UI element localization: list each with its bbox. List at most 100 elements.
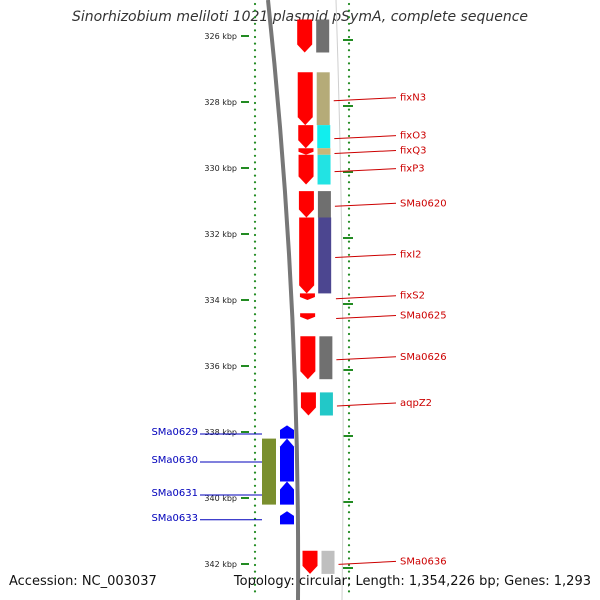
- forward-gene-arrow: [302, 550, 318, 574]
- scale-dot: [253, 240, 257, 243]
- backbone-edge: [335, 0, 344, 600]
- scale-dot: [347, 405, 351, 408]
- scale-dot: [253, 326, 257, 329]
- gene-category-bar: [316, 72, 330, 126]
- scale-dot: [253, 42, 257, 45]
- accession-label: Accession: NC_003037: [9, 574, 157, 589]
- scale-dot: [253, 82, 257, 85]
- gene-category-bar: [319, 392, 333, 416]
- scale-dot: [347, 260, 351, 263]
- scale-dot: [253, 266, 257, 270]
- scale-dot: [253, 471, 257, 474]
- scale-dot: [347, 227, 351, 230]
- scale-dot: [347, 174, 351, 177]
- scale-dot: [253, 511, 257, 514]
- scale-tick-label: 338 kbp: [204, 428, 237, 437]
- scale-dot: [347, 167, 351, 171]
- scale-dot: [253, 75, 257, 78]
- scale-dot: [253, 530, 257, 534]
- scale-dot: [347, 438, 351, 441]
- scale-dot: [347, 372, 351, 375]
- scale-dot: [347, 293, 351, 296]
- scale-dot: [253, 497, 257, 501]
- gene-labels: fixN3 fixO3 fixQ3 fixP3 SMa0620 fixI2 fixS2 SMa…: [151, 93, 446, 568]
- scale-dot: [347, 359, 351, 362]
- scale-dot: [347, 352, 351, 355]
- scale-tick-label: 340 kbp: [204, 494, 237, 503]
- scale-dot: [253, 451, 257, 454]
- reverse-gene-label: SMa0630: [151, 455, 198, 466]
- scale-dot: [253, 365, 257, 369]
- gene-label-leader: [334, 202, 397, 207]
- scale-dot: [347, 95, 351, 98]
- scale-dot: [347, 128, 351, 131]
- scale-dot: [347, 431, 351, 435]
- scale-dot: [347, 253, 351, 256]
- scale-dot: [347, 161, 351, 164]
- scale-dot: [253, 359, 257, 362]
- scale-dot: [253, 187, 257, 190]
- scale-dot: [253, 425, 257, 428]
- scale-dot: [253, 214, 257, 217]
- scale-dot: [347, 148, 351, 151]
- scale-dot: [347, 214, 351, 217]
- forward-gene-label: fixS2: [400, 291, 425, 302]
- scale-ruler: 326 kbp 328 kbp 330 kbp 332 kbp 334 kbp 336 k…: [204, 2, 353, 593]
- scale-dot: [253, 313, 257, 316]
- scale-dot: [253, 49, 257, 52]
- scale-dot: [253, 563, 257, 567]
- reverse-gene-arrow: [280, 511, 294, 525]
- scale-dot: [347, 68, 351, 72]
- scale-dot: [347, 451, 351, 454]
- reverse-gene-label: SMa0629: [151, 427, 198, 438]
- scale-dot: [347, 187, 351, 190]
- scale-dot: [253, 372, 257, 375]
- scale-dot: [347, 517, 351, 520]
- scale-dot: [253, 332, 257, 336]
- scale-dot: [253, 339, 257, 342]
- scale-dot: [253, 398, 257, 402]
- scale-dot: [253, 134, 257, 138]
- scale-dot: [253, 253, 257, 256]
- scale-dot: [347, 154, 351, 157]
- scale-dot: [253, 306, 257, 309]
- scale-dot: [347, 75, 351, 78]
- scale-dot: [253, 9, 257, 12]
- forward-gene-arrow: [298, 154, 314, 185]
- scale-dot: [347, 194, 351, 197]
- scale-dot: [253, 379, 257, 382]
- scale-dot: [253, 167, 257, 171]
- scale-dot: [347, 286, 351, 289]
- scale-tick-label: 334 kbp: [204, 296, 237, 305]
- forward-gene-label: aqpZ2: [400, 398, 432, 409]
- scale-dot: [253, 550, 257, 553]
- scale-dot: [253, 16, 257, 19]
- forward-gene-label: fixN3: [400, 93, 426, 104]
- scale-dot: [347, 2, 351, 6]
- scale-dot: [253, 346, 257, 349]
- scale-dot: [253, 524, 257, 527]
- scale-dot: [347, 590, 351, 593]
- scale-dot: [347, 233, 351, 237]
- scale-dot: [253, 108, 257, 111]
- forward-gene-label: fixP3: [400, 164, 425, 175]
- scale-dot: [253, 577, 257, 580]
- scale-dot: [347, 42, 351, 45]
- map-title: Sinorhizobium meliloti 1021 plasmid pSym…: [71, 9, 529, 25]
- gene-category-bar: [318, 217, 332, 294]
- scale-dot: [347, 29, 351, 32]
- scale-dot: [347, 471, 351, 474]
- scale-dot: [253, 95, 257, 98]
- scale-dot: [347, 425, 351, 428]
- topology-summary: Topology: circular; Length: 1,354,226 bp…: [233, 574, 591, 589]
- forward-gene-label: fixO3: [400, 131, 426, 142]
- scale-dot: [347, 121, 351, 124]
- scale-dot: [253, 504, 257, 507]
- gene-label-leader: [333, 97, 397, 102]
- gene-label-leader: [334, 150, 397, 154]
- scale-dot: [347, 181, 351, 184]
- scale-dot: [253, 128, 257, 131]
- scale-tick-label: 328 kbp: [204, 98, 237, 107]
- gene-label-leader: [336, 402, 397, 407]
- scale-dot: [347, 266, 351, 270]
